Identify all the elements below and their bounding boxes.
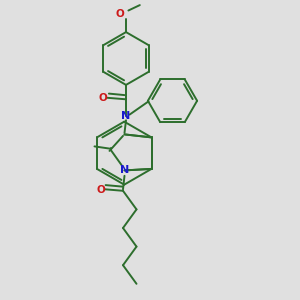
Text: O: O	[96, 185, 105, 195]
Text: N: N	[122, 111, 130, 121]
Text: N: N	[120, 165, 129, 176]
Text: O: O	[116, 9, 125, 19]
Text: O: O	[99, 93, 108, 103]
